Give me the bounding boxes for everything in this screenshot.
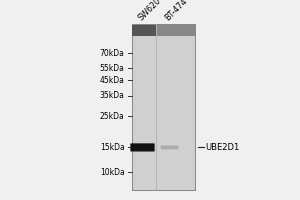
Text: 10kDa: 10kDa (100, 168, 124, 177)
Text: SW620: SW620 (136, 0, 162, 22)
Bar (157, 25, 195, 36)
Bar (132, 25, 156, 36)
Text: 70kDa: 70kDa (100, 49, 124, 58)
Text: 45kDa: 45kDa (100, 76, 124, 85)
Bar (132, 24, 195, 190)
Text: 15kDa: 15kDa (100, 143, 124, 152)
FancyBboxPatch shape (161, 146, 178, 149)
Text: UBE2D1: UBE2D1 (206, 143, 240, 152)
FancyBboxPatch shape (130, 143, 155, 152)
Text: 35kDa: 35kDa (100, 91, 124, 100)
Text: 25kDa: 25kDa (100, 112, 124, 121)
Text: 55kDa: 55kDa (100, 64, 124, 73)
Text: BT-474: BT-474 (163, 0, 189, 22)
